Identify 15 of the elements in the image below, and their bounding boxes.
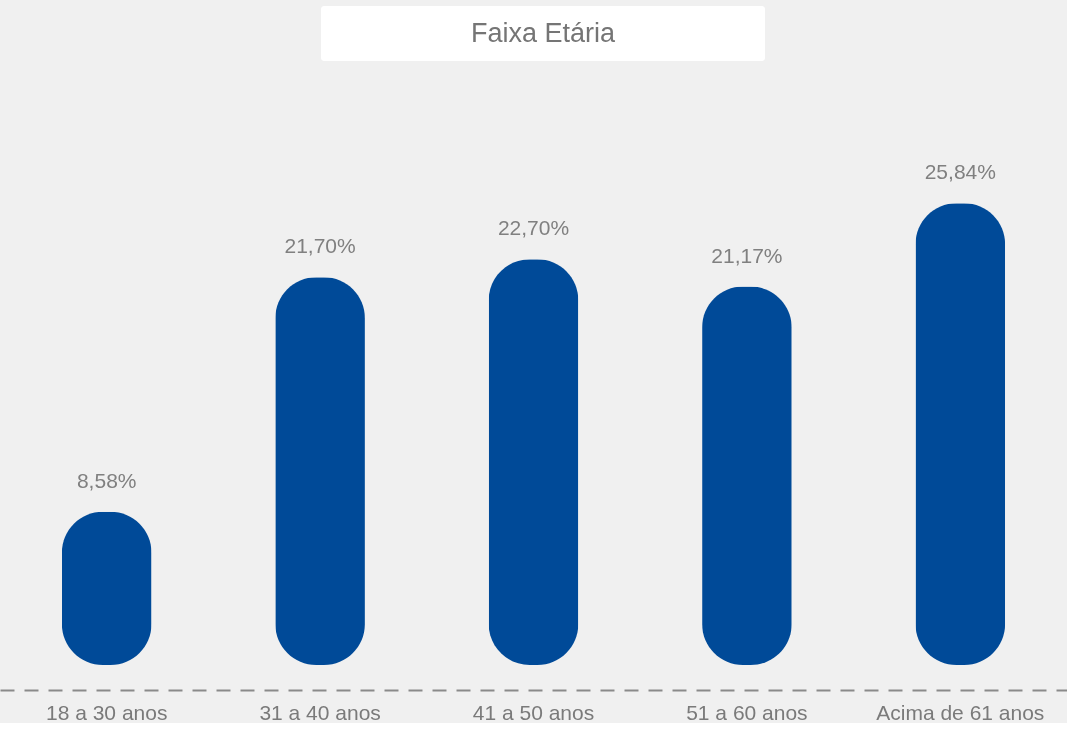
bar	[275, 277, 365, 665]
bar	[488, 259, 579, 665]
x-tick-label: Acima de 61 anos	[876, 700, 1045, 724]
data-label: 21,17%	[711, 243, 783, 267]
data-label: 22,70%	[497, 216, 570, 240]
data-label: 25,84%	[924, 160, 996, 184]
chart-title: Faixa Etária	[470, 18, 617, 48]
data-label: 8,58%	[76, 468, 137, 492]
x-tick-label: 31 a 40 anos	[259, 700, 381, 724]
x-tick-label: 18 a 30 anos	[45, 700, 168, 724]
bar	[702, 286, 792, 665]
x-tick-label: 51 a 60 anos	[686, 700, 808, 724]
data-label: 21,70%	[284, 234, 356, 258]
x-tick-label: 41 a 50 anos	[472, 700, 595, 724]
bar	[915, 203, 1006, 665]
